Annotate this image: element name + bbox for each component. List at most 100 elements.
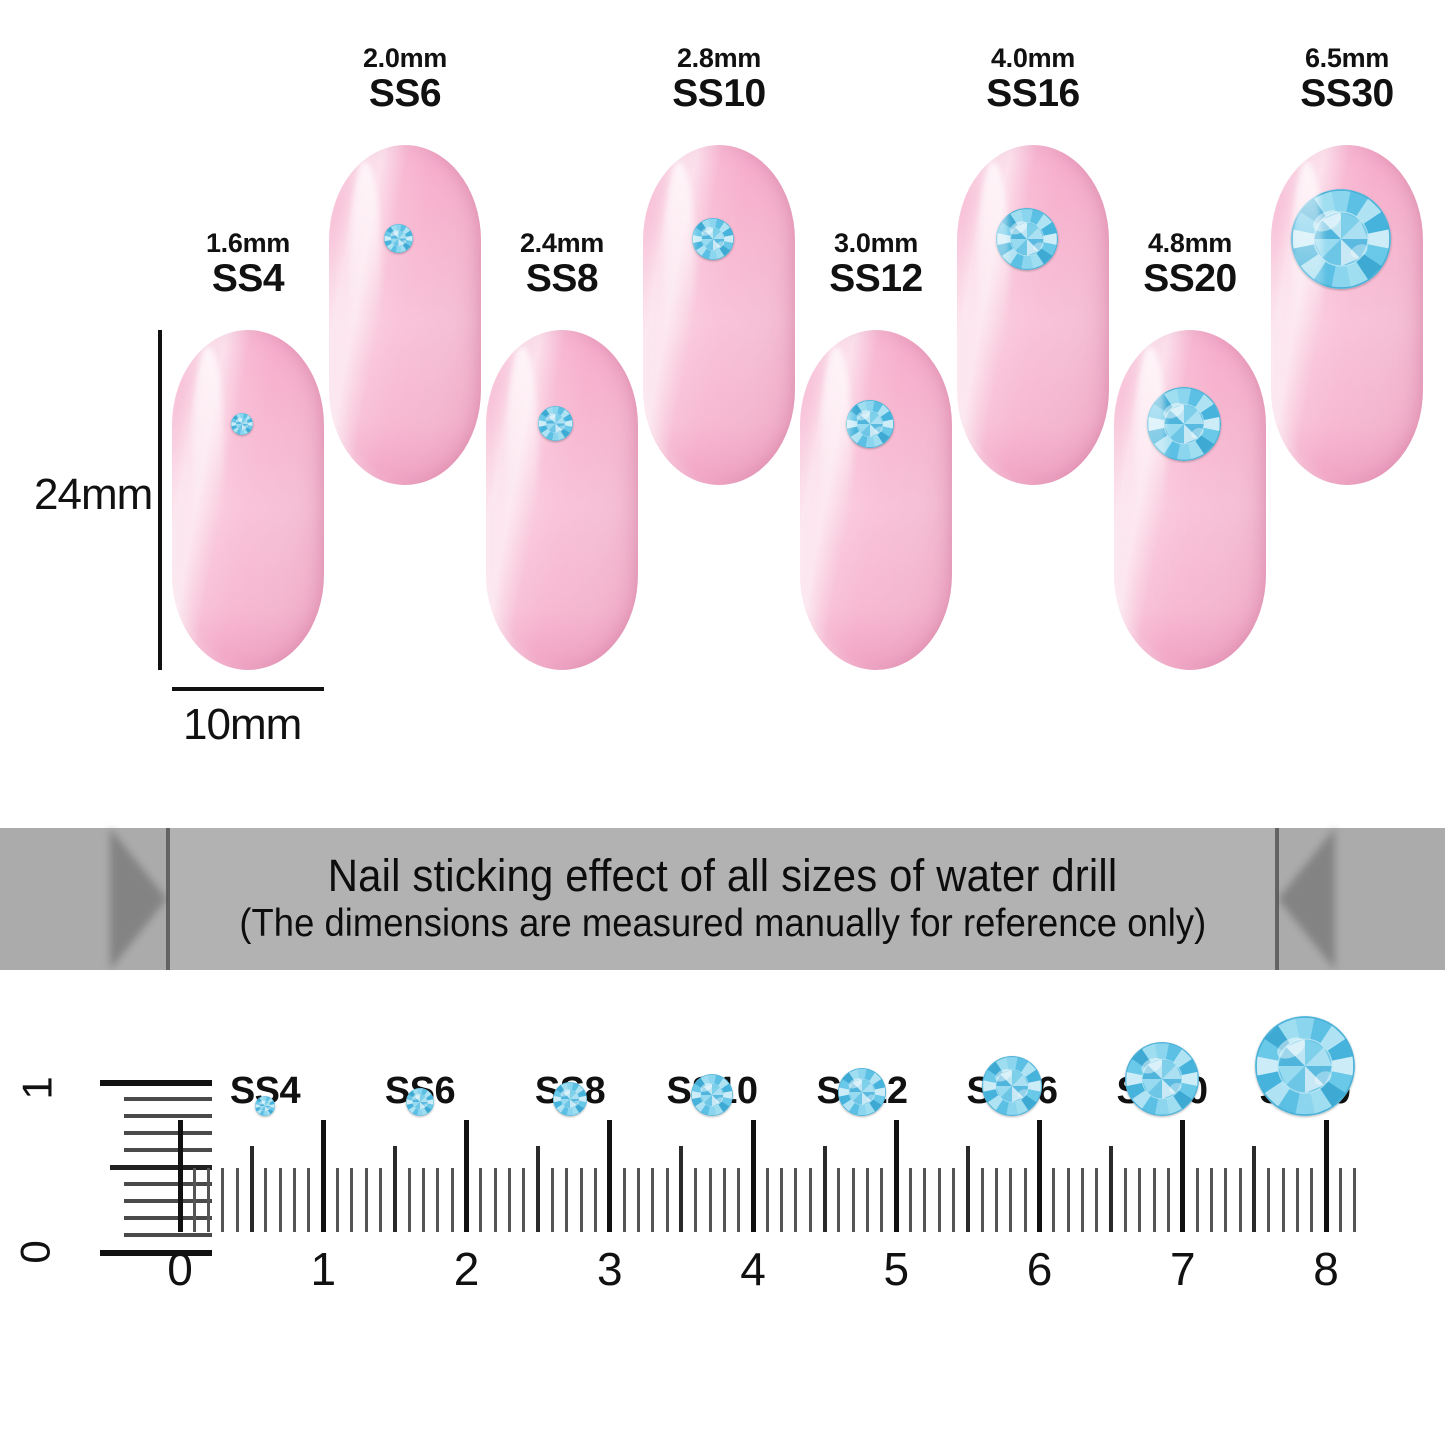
v-scale-major-tick <box>100 1080 212 1086</box>
nail-size-label-ss6: 2.0mm SS6 <box>305 43 505 115</box>
ruler-number: 8 <box>1313 1243 1339 1295</box>
ruler-panel: 10 SS4SS6SS8SS10SS12SS16SS20SS30 <box>0 970 1445 1445</box>
nail-size-mm: 1.6mm <box>205 228 291 258</box>
nail-swatch-ss10 <box>643 145 795 485</box>
nail-swatch-ss6 <box>329 145 481 485</box>
ruler-minor-tick <box>937 1168 941 1232</box>
ruler-number: 1 <box>310 1243 337 1295</box>
rhinestone-ss12 <box>846 400 894 448</box>
ruler-minor-tick <box>722 1168 726 1232</box>
v-scale-minor-tick <box>124 1233 212 1237</box>
ruler-minor-tick <box>1080 1168 1084 1232</box>
height-measure-label: 24mm <box>34 470 153 519</box>
rhinestone-ss6 <box>384 224 413 253</box>
banner-right-notch-icon <box>1278 828 1335 970</box>
ruler-major-tick <box>1323 1120 1329 1232</box>
ruler-mid-tick <box>822 1146 827 1232</box>
v-scale-minor-tick <box>124 1199 212 1203</box>
nail-size-code: SS16 <box>986 71 1080 115</box>
v-scale-major-tick <box>100 1250 212 1256</box>
ruler-major-tick <box>607 1120 613 1232</box>
ruler-minor-tick <box>1166 1168 1170 1232</box>
ruler-rhinestone-ss12 <box>838 1068 886 1116</box>
nail-size-label-ss4: 1.6mm SS4 <box>148 228 348 300</box>
ruler-minor-tick <box>1009 1168 1013 1232</box>
ruler-minor-tick <box>436 1168 440 1232</box>
banner-left-notch-icon <box>110 828 167 970</box>
nail-size-label-ss8: 2.4mm SS8 <box>462 228 662 300</box>
ruler-number: 5 <box>883 1243 910 1295</box>
ruler-minor-tick <box>794 1168 798 1232</box>
ruler-minor-tick <box>479 1168 483 1232</box>
ruler-minor-tick <box>550 1168 554 1232</box>
nail-swatch-ss20 <box>1114 330 1266 670</box>
ruler-minor-tick <box>565 1168 569 1232</box>
ruler-major-tick <box>464 1120 469 1232</box>
ruler-mid-tick <box>679 1146 684 1232</box>
ruler-minor-tick <box>450 1168 454 1232</box>
ruler-minor-tick <box>379 1168 383 1232</box>
ruler-minor-tick <box>1267 1168 1271 1232</box>
v-scale-minor-tick <box>124 1097 212 1101</box>
ruler-number: 0 <box>167 1243 193 1295</box>
width-measure-label: 10mm <box>183 700 302 749</box>
ruler-minor-tick <box>364 1168 368 1232</box>
ruler-minor-tick <box>1224 1168 1228 1232</box>
nail-size-code: SS8 <box>525 256 599 300</box>
nail-swatch-ss4 <box>172 330 324 670</box>
nail-size-mm: 2.4mm <box>519 228 605 258</box>
nail-size-mm: 4.8mm <box>1147 228 1233 258</box>
ruler-major-tick <box>893 1120 899 1232</box>
ruler-minor-tick <box>1138 1168 1142 1232</box>
ruler-minor-tick <box>665 1168 669 1232</box>
ruler-minor-tick <box>1195 1168 1199 1232</box>
nail-display-panel: 24mm 10mm 1.6mm SS4 2.0mm SS6 2.4mm SS8 2.8… <box>0 0 1445 828</box>
banner-plate <box>168 828 1277 970</box>
ruler-minor-tick <box>808 1168 812 1232</box>
ruler-minor-tick <box>622 1168 626 1232</box>
nail-size-code: SS6 <box>368 71 442 115</box>
nail-size-mm: 2.0mm <box>362 43 448 73</box>
ruler-minor-tick <box>780 1168 784 1232</box>
nail-swatch-ss30 <box>1271 145 1423 485</box>
rhinestone-ss4 <box>231 413 253 435</box>
ruler-rhinestone-ss8 <box>553 1082 587 1116</box>
ruler-minor-tick <box>694 1168 698 1232</box>
ruler-minor-tick <box>1238 1168 1242 1232</box>
ruler-rhinestone-ss10 <box>691 1074 733 1116</box>
ruler-rhinestone-ss20 <box>1125 1042 1199 1116</box>
nail-size-mm: 2.8mm <box>676 43 762 73</box>
ruler-minor-tick <box>192 1168 196 1232</box>
ruler-minor-tick <box>909 1168 913 1232</box>
ruler-number: 7 <box>1169 1243 1196 1295</box>
ruler-minor-tick <box>708 1168 712 1232</box>
banner: Nail sticking effect of all sizes of wat… <box>0 828 1445 970</box>
rhinestone-ss20 <box>1147 387 1221 461</box>
ruler-major-tick <box>750 1120 756 1232</box>
ruler-minor-tick <box>1281 1168 1285 1232</box>
rhinestone-ss8 <box>538 406 573 441</box>
v-scale-minor-tick <box>124 1131 212 1135</box>
nail-size-mm: 3.0mm <box>833 228 919 258</box>
ruler-number: 2 <box>453 1243 480 1295</box>
ruler-minor-tick <box>995 1168 999 1232</box>
ruler-mid-tick <box>249 1146 254 1232</box>
v-scale-minor-tick <box>124 1182 212 1186</box>
ruler-minor-tick <box>422 1168 426 1232</box>
width-measure-line <box>172 687 324 691</box>
rhinestone-ss10 <box>692 218 734 260</box>
nail-size-mm: 4.0mm <box>990 43 1076 73</box>
nail-size-code: SS4 <box>211 256 285 300</box>
ruler-minor-tick <box>579 1168 583 1232</box>
ruler-number: 3 <box>596 1243 623 1295</box>
ruler-minor-tick <box>636 1168 640 1232</box>
v-scale-minor-tick <box>124 1114 212 1118</box>
v-scale-minor-tick <box>124 1216 212 1220</box>
nail-size-label-ss16: 4.0mm SS16 <box>933 43 1133 115</box>
nail-swatch-ss12 <box>800 330 952 670</box>
ruler-minor-tick <box>1152 1168 1156 1232</box>
ruler-minor-tick <box>221 1168 225 1232</box>
nail-size-label-ss12: 3.0mm SS12 <box>776 228 976 298</box>
ruler-major-tick <box>177 1120 183 1232</box>
ruler-minor-tick <box>737 1168 741 1232</box>
